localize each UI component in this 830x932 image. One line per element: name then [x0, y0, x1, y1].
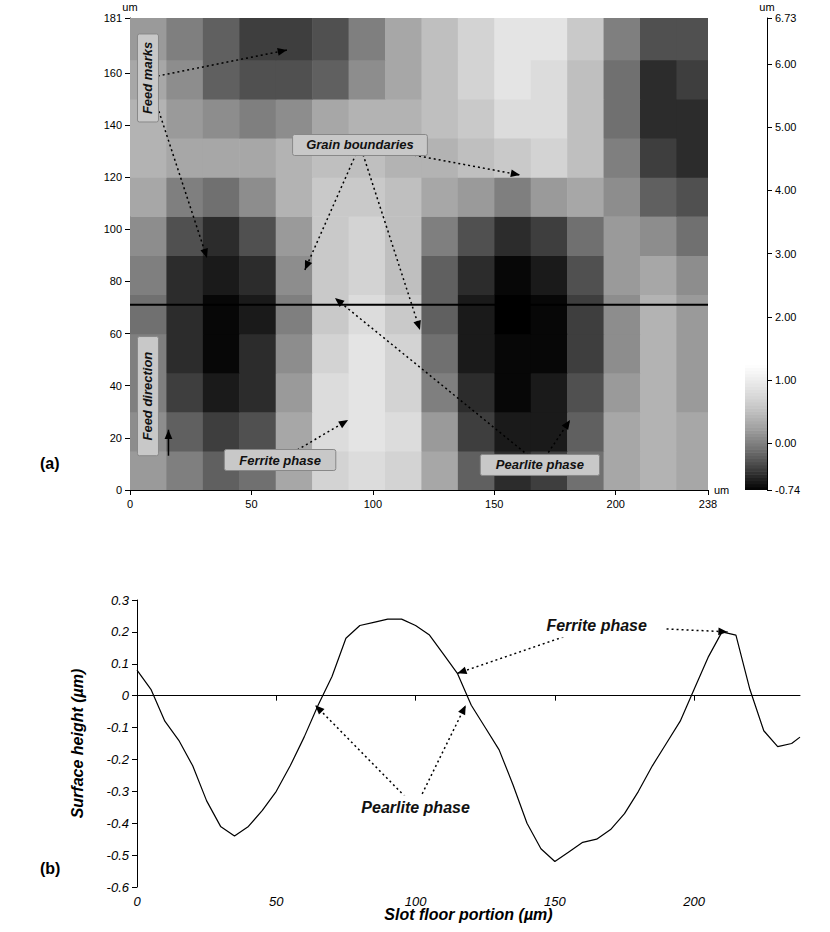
- svg-text:Slot floor portion (µm): Slot floor portion (µm): [384, 905, 553, 923]
- svg-text:200: 200: [607, 498, 625, 510]
- svg-text:Pearlite phase: Pearlite phase: [361, 799, 470, 816]
- svg-text:6.00: 6.00: [775, 58, 796, 70]
- svg-text:80: 80: [110, 275, 122, 287]
- svg-text:0: 0: [116, 484, 122, 496]
- svg-text:(b): (b): [40, 860, 60, 877]
- svg-text:150: 150: [485, 498, 503, 510]
- svg-text:Ferrite phase: Ferrite phase: [239, 453, 321, 468]
- svg-text:181: 181: [104, 12, 122, 24]
- svg-text:238: 238: [699, 498, 717, 510]
- svg-text:Grain boundaries: Grain boundaries: [306, 137, 414, 152]
- svg-text:0.2: 0.2: [111, 624, 130, 639]
- svg-text:3.00: 3.00: [775, 248, 796, 260]
- svg-text:0.1: 0.1: [111, 656, 129, 671]
- svg-text:1.00: 1.00: [775, 374, 796, 386]
- svg-text:160: 160: [104, 67, 122, 79]
- svg-text:60: 60: [110, 328, 122, 340]
- svg-text:(a): (a): [40, 455, 60, 472]
- svg-text:-0.1: -0.1: [107, 720, 129, 735]
- svg-text:100: 100: [104, 223, 122, 235]
- svg-text:0: 0: [133, 894, 141, 909]
- svg-text:20: 20: [110, 432, 122, 444]
- svg-text:um: um: [122, 1, 137, 13]
- svg-text:200: 200: [682, 894, 705, 909]
- svg-text:-0.74: -0.74: [775, 484, 800, 496]
- svg-text:120: 120: [104, 171, 122, 183]
- svg-text:0.3: 0.3: [111, 593, 130, 608]
- svg-text:-0.5: -0.5: [107, 848, 130, 863]
- svg-text:100: 100: [405, 894, 427, 909]
- svg-text:40: 40: [110, 380, 122, 392]
- svg-text:150: 150: [544, 894, 566, 909]
- svg-text:um: um: [714, 484, 729, 496]
- svg-text:-0.2: -0.2: [107, 752, 130, 767]
- svg-text:Feed marks: Feed marks: [140, 42, 155, 114]
- svg-text:5.00: 5.00: [775, 121, 796, 133]
- svg-text:Pearlite phase: Pearlite phase: [496, 457, 584, 472]
- svg-text:Feed direction: Feed direction: [140, 352, 155, 441]
- svg-text:0: 0: [122, 688, 130, 703]
- svg-text:100: 100: [364, 498, 382, 510]
- svg-text:Surface height (µm): Surface height (µm): [69, 669, 86, 819]
- svg-text:50: 50: [245, 498, 257, 510]
- svg-text:2.00: 2.00: [775, 311, 796, 323]
- svg-text:0: 0: [127, 498, 133, 510]
- svg-text:Ferrite phase: Ferrite phase: [546, 617, 647, 634]
- svg-text:140: 140: [104, 119, 122, 131]
- svg-text:-0.4: -0.4: [107, 816, 129, 831]
- svg-text:0.00: 0.00: [775, 437, 796, 449]
- svg-text:6.73: 6.73: [775, 12, 796, 24]
- svg-text:50: 50: [269, 894, 284, 909]
- svg-text:4.00: 4.00: [775, 184, 796, 196]
- svg-text:-0.3: -0.3: [107, 784, 130, 799]
- svg-text:um: um: [759, 1, 774, 13]
- svg-text:-0.6: -0.6: [107, 880, 130, 895]
